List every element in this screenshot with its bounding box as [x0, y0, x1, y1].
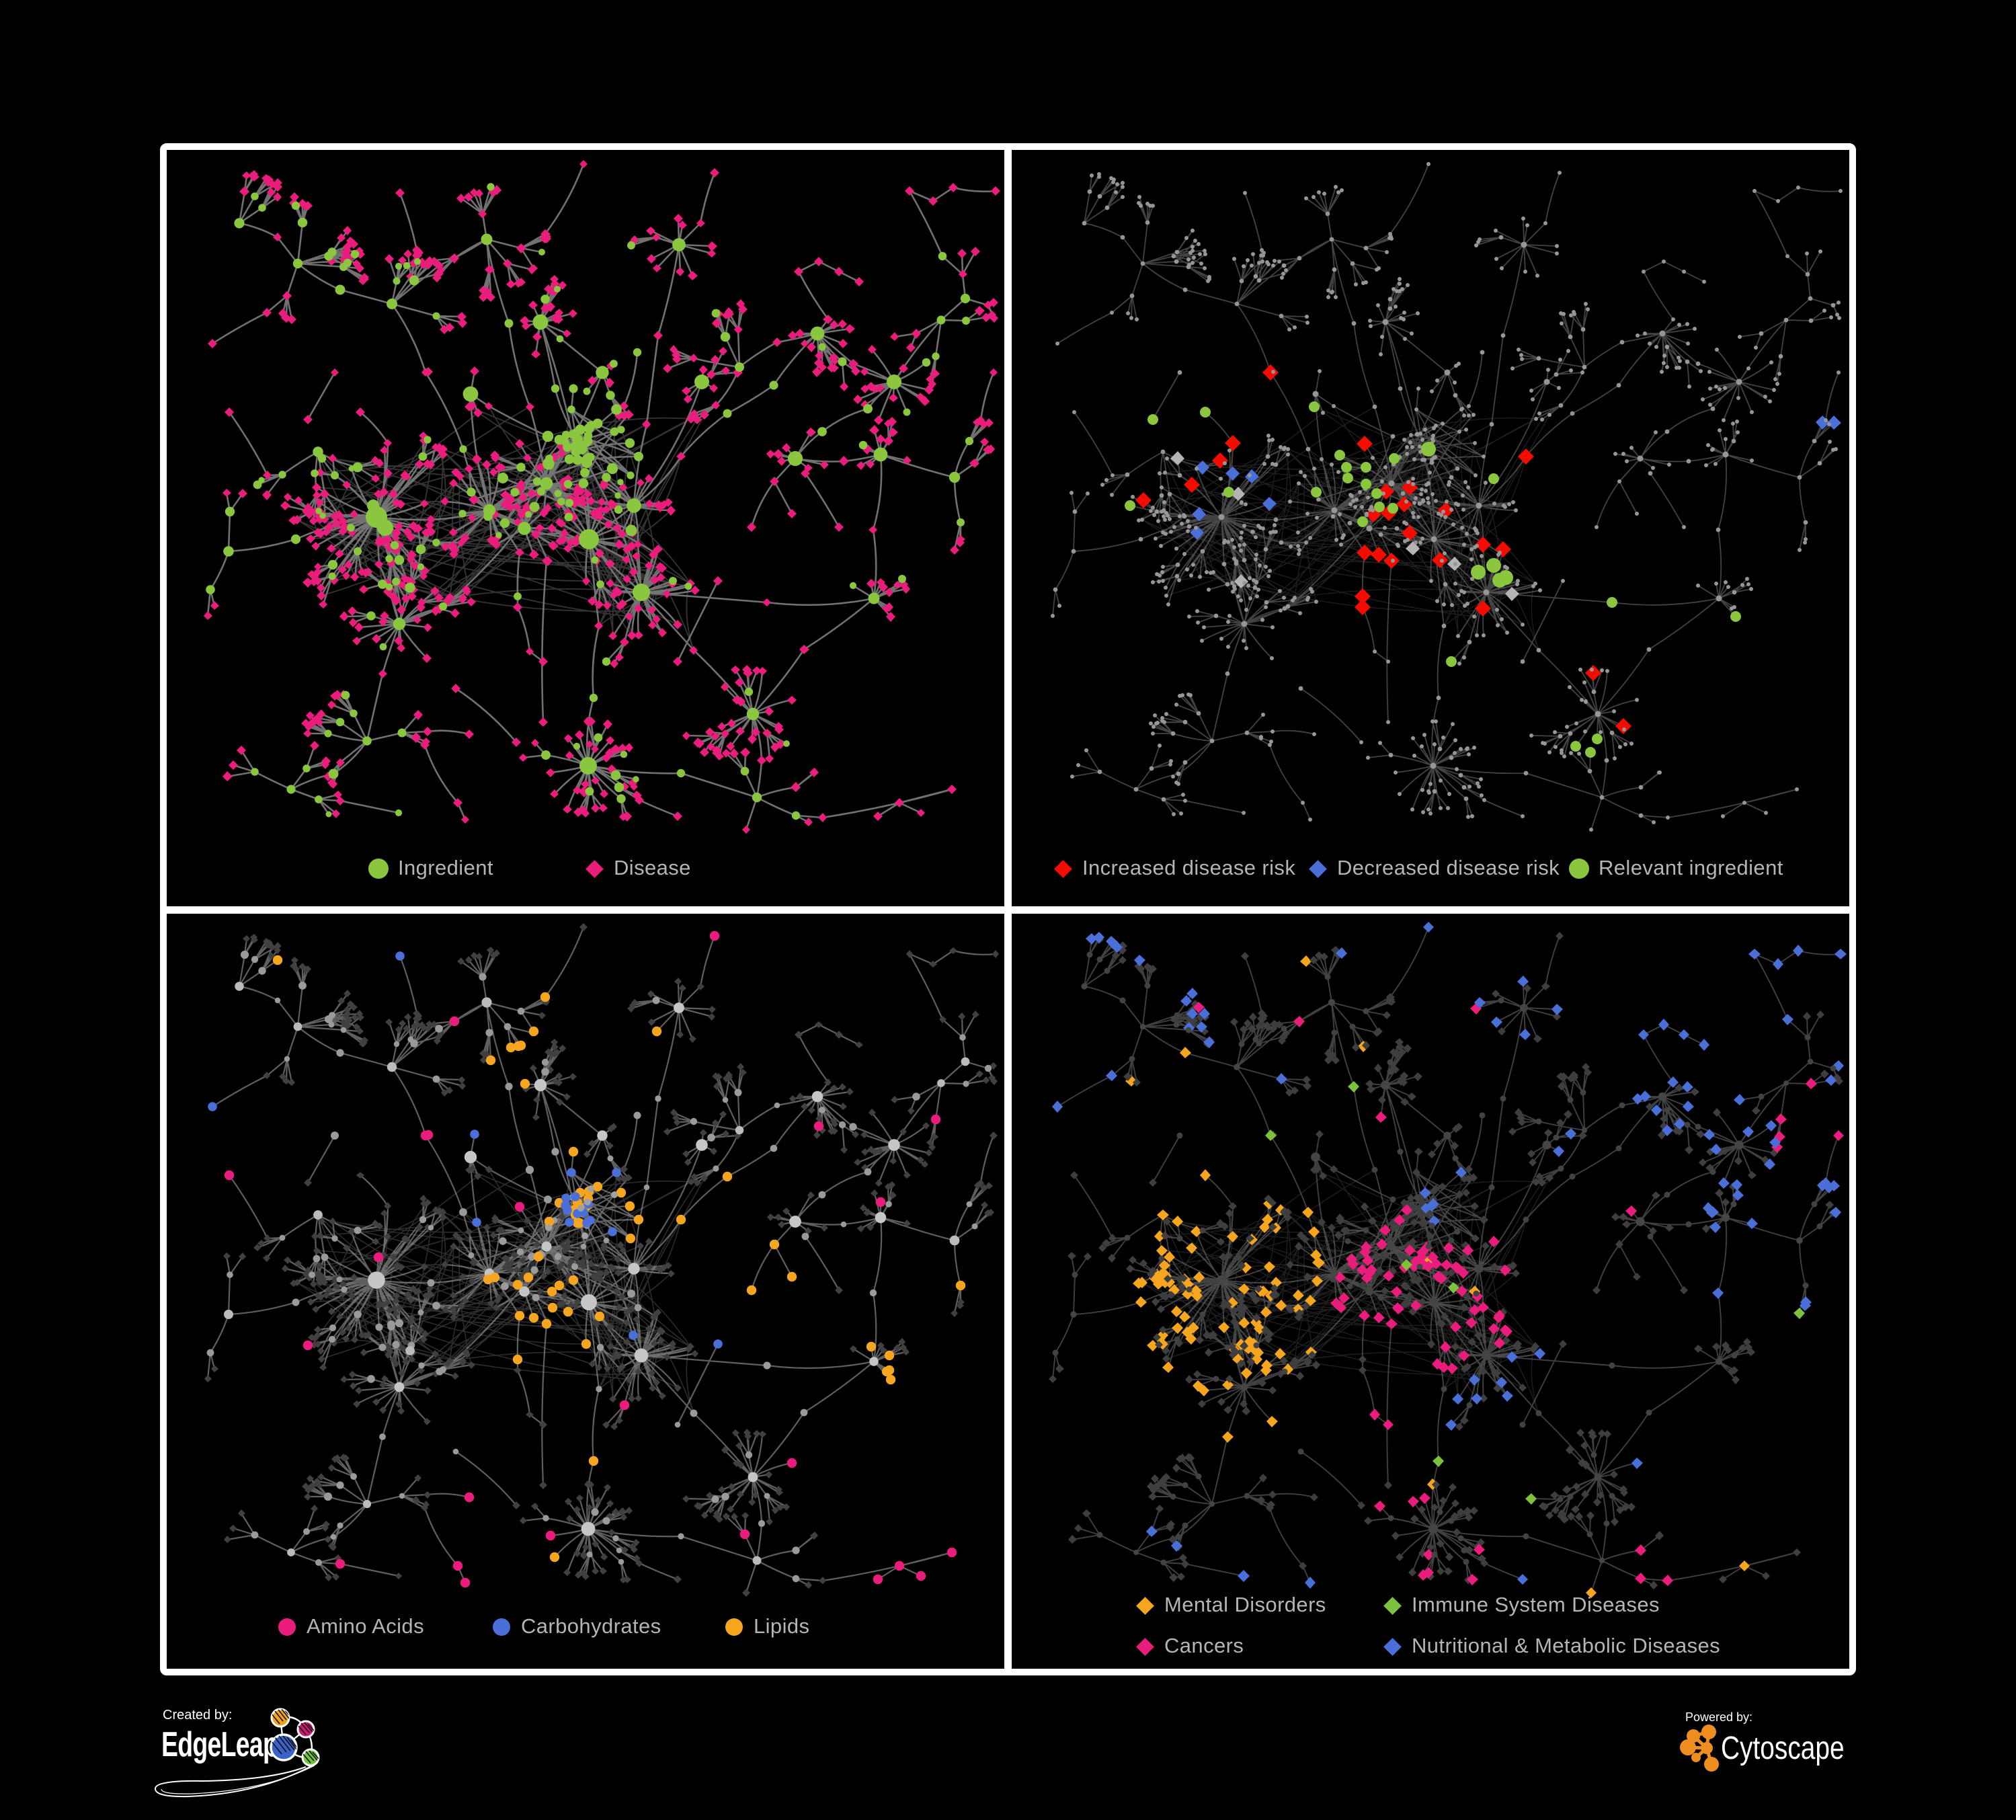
svg-text:Cytoscape: Cytoscape — [1721, 1730, 1845, 1766]
svg-text:Powered by:: Powered by: — [1685, 1710, 1752, 1724]
svg-text:EdgeLeap: EdgeLeap — [161, 1725, 278, 1764]
svg-text:Created by:: Created by: — [163, 1708, 232, 1723]
